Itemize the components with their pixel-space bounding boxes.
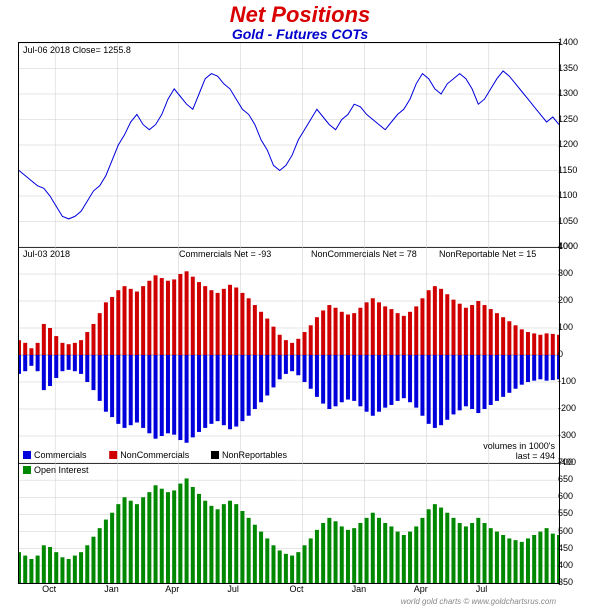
svg-text:Open Interest: Open Interest xyxy=(34,465,89,475)
svg-text:Commercials Net = -93: Commercials Net = -93 xyxy=(179,249,271,259)
positions-svg: Jul-03 2018 Commercials Net = -93 NonComme… xyxy=(19,247,559,463)
ytick-label: 1300 xyxy=(558,88,598,98)
ytick-label: 400 xyxy=(558,560,598,570)
ytick-label: -300 xyxy=(558,430,598,440)
ytick-label: 500 xyxy=(558,526,598,536)
xaxis-labels: Oct Jan Apr Jul Oct Jan Apr Jul xyxy=(18,584,558,598)
ytick-label: 1250 xyxy=(558,114,598,124)
footer-credit: world gold charts © www.goldchartsrus.co… xyxy=(401,597,556,606)
svg-text:Jul-03 2018: Jul-03 2018 xyxy=(23,249,70,259)
xtick-label: Jul xyxy=(227,584,239,594)
svg-text:NonReportables: NonReportables xyxy=(222,450,288,460)
svg-text:last = 494: last = 494 xyxy=(516,451,555,461)
ytick-label: 1350 xyxy=(558,63,598,73)
ytick-label: 1150 xyxy=(558,165,598,175)
chart-title: Net Positions xyxy=(0,0,600,28)
svg-text:NonCommercials Net = 78: NonCommercials Net = 78 xyxy=(311,249,417,259)
xtick-label: Apr xyxy=(165,584,179,594)
ytick-label: 450 xyxy=(558,543,598,553)
plot-area: Jul-06 2018 Close= 1255.8 Jul-03 2018 Com… xyxy=(18,42,560,584)
price-svg: Jul-06 2018 Close= 1255.8 xyxy=(19,43,559,247)
oi-svg: Open Interest xyxy=(19,463,559,583)
oi-panel: Open Interest xyxy=(19,463,559,583)
ytick-label: -200 xyxy=(558,403,598,413)
ytick-label: -100 xyxy=(558,376,598,386)
svg-text:Commercials: Commercials xyxy=(34,450,87,460)
ytick-label: 100 xyxy=(558,322,598,332)
ytick-label: 1050 xyxy=(558,216,598,226)
xtick-label: Jan xyxy=(104,584,119,594)
xtick-label: Oct xyxy=(42,584,56,594)
svg-text:NonReportable Net = 15: NonReportable Net = 15 xyxy=(439,249,536,259)
ytick-label: 600 xyxy=(558,491,598,501)
ytick-label: 700 xyxy=(558,457,598,467)
ytick-label: 1400 xyxy=(558,37,598,47)
ytick-label: 400 xyxy=(558,241,598,251)
ytick-label: 1200 xyxy=(558,139,598,149)
ytick-label: 0 xyxy=(558,349,598,359)
xtick-label: Jul xyxy=(476,584,488,594)
chart-container: Net Positions Gold - Futures COTs Jul-06… xyxy=(0,0,600,610)
svg-text:Jul-06 2018 Close= 1255.8: Jul-06 2018 Close= 1255.8 xyxy=(23,45,131,55)
chart-subtitle: Gold - Futures COTs xyxy=(0,26,600,42)
price-panel: Jul-06 2018 Close= 1255.8 xyxy=(19,43,559,248)
svg-text:volumes in 1000's: volumes in 1000's xyxy=(483,441,555,451)
xtick-label: Apr xyxy=(414,584,428,594)
ytick-label: 1100 xyxy=(558,190,598,200)
ytick-label: 650 xyxy=(558,474,598,484)
ytick-label: 550 xyxy=(558,508,598,518)
ytick-label: 350 xyxy=(558,577,598,587)
xtick-label: Oct xyxy=(290,584,304,594)
xtick-label: Jan xyxy=(352,584,367,594)
ytick-label: 300 xyxy=(558,268,598,278)
svg-text:NonCommercials: NonCommercials xyxy=(120,450,190,460)
positions-panel: Jul-03 2018 Commercials Net = -93 NonComme… xyxy=(19,247,559,464)
ytick-label: 200 xyxy=(558,295,598,305)
